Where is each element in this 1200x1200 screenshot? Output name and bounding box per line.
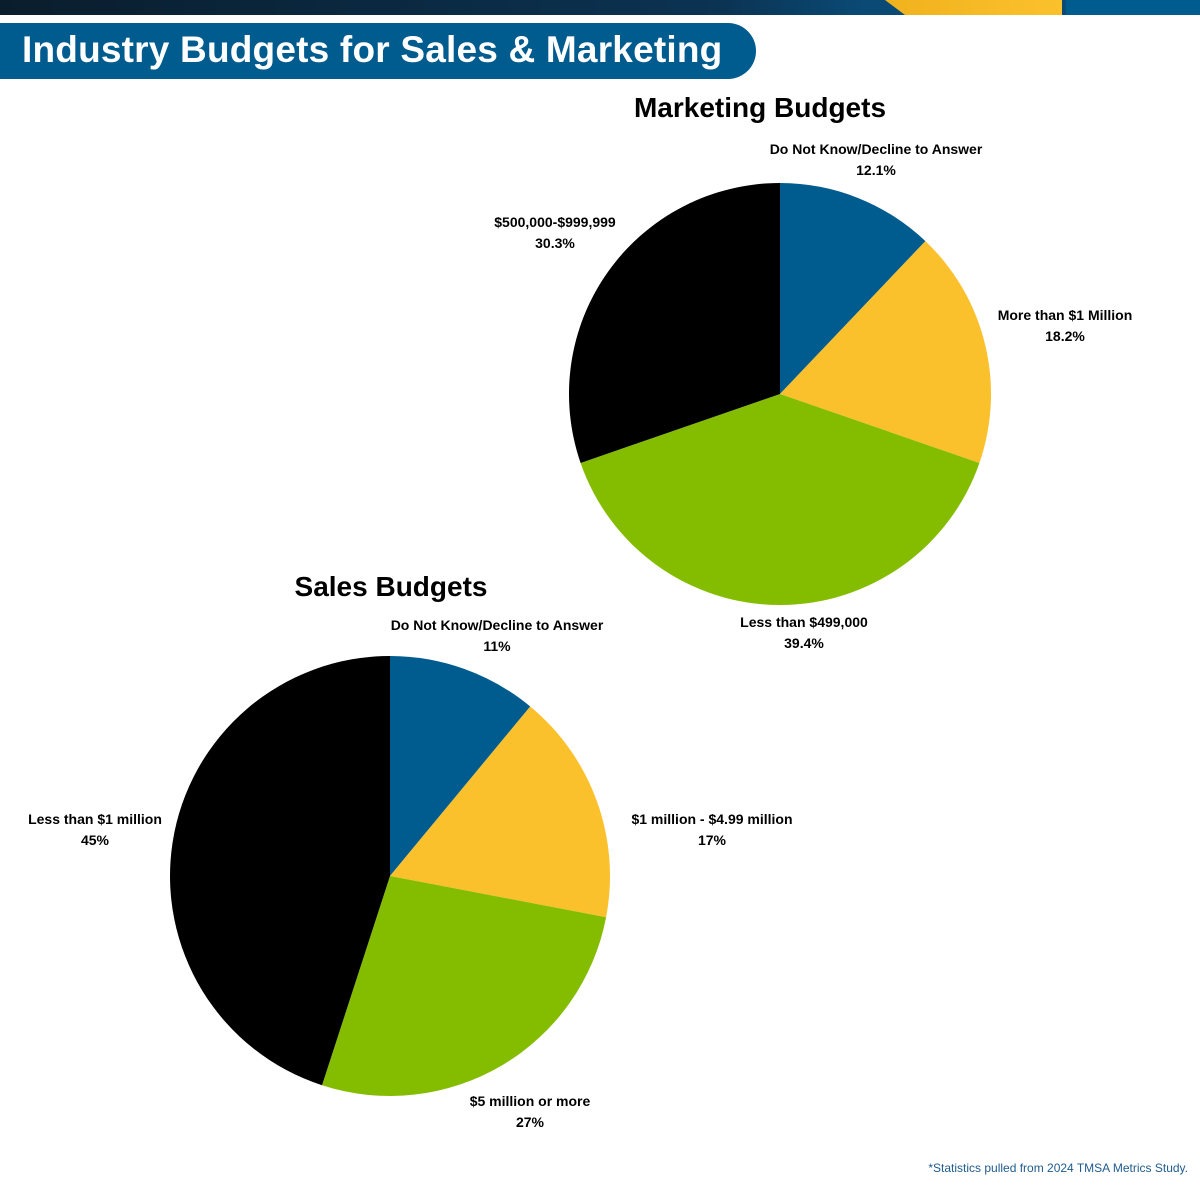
sales-label-value: 27% — [516, 1114, 545, 1130]
sales-slice-5-million-or-more — [322, 876, 607, 1096]
marketing-label-category: More than $1 Million — [998, 307, 1133, 323]
marketing-label-more-than-1-million: More than $1 Million 18.2% — [998, 307, 1133, 344]
marketing-label-less-than-499-000: Less than $499,000 39.4% — [740, 614, 868, 651]
sales-chart-title: Sales Budgets — [295, 571, 488, 602]
marketing-slice-500-000-999-999 — [568, 183, 780, 463]
marketing-slice-do-not-know-decline-to-answer — [780, 183, 926, 394]
sales-label-1-million-4-99-million: $1 million - $4.99 million 17% — [631, 811, 792, 848]
marketing-label-value: 39.4% — [784, 635, 824, 651]
title-banner: Industry Budgets for Sales & Marketing — [0, 23, 756, 79]
sales-label-value: 45% — [81, 832, 110, 848]
sales-label-do-not-know-decline-to-answer: Do Not Know/Decline to Answer 11% — [391, 617, 604, 654]
marketing-label-do-not-know-decline-to-answer: Do Not Know/Decline to Answer 12.1% — [770, 141, 983, 178]
sales-label-value: 11% — [483, 638, 511, 654]
marketing-label-value: 12.1% — [856, 162, 896, 178]
marketing-budgets-pie-chart: Marketing Budgets Do Not Know/Decline to … — [494, 92, 1132, 651]
marketing-label-value: 18.2% — [1045, 328, 1085, 344]
sales-label-less-than-1-million: Less than $1 million 45% — [28, 811, 162, 848]
source-footnote: *Statistics pulled from 2024 TMSA Metric… — [928, 1161, 1188, 1175]
marketing-label-category: Less than $499,000 — [740, 614, 868, 630]
top-bar-blue-accent — [1066, 0, 1200, 15]
marketing-label-category: $500,000-$999,999 — [494, 214, 616, 230]
sales-label-5-million-or-more: $5 million or more 27% — [470, 1093, 591, 1130]
marketing-label-category: Do Not Know/Decline to Answer — [770, 141, 983, 157]
page-title: Industry Budgets for Sales & Marketing — [22, 29, 723, 70]
marketing-chart-title: Marketing Budgets — [634, 92, 886, 123]
sales-slice-do-not-know-decline-to-answer — [390, 656, 531, 876]
marketing-slice-less-than-499-000 — [580, 394, 980, 606]
marketing-label-500-000-999-999: $500,000-$999,999 30.3% — [494, 214, 616, 251]
sales-label-category: Do Not Know/Decline to Answer — [391, 617, 604, 633]
sales-slice-1-million-4-99-million — [390, 706, 610, 918]
sales-label-value: 17% — [698, 832, 727, 848]
sales-label-category: Less than $1 million — [28, 811, 162, 827]
top-bar-gold-accent — [885, 0, 1062, 15]
sales-label-category: $1 million - $4.99 million — [631, 811, 792, 827]
sales-label-category: $5 million or more — [470, 1093, 591, 1109]
sales-slice-less-than-1-million — [170, 656, 390, 1086]
marketing-label-value: 30.3% — [535, 235, 575, 251]
marketing-slice-more-than-1-million — [780, 241, 991, 463]
sales-budgets-pie-chart: Sales Budgets Do Not Know/Decline to Answ… — [28, 571, 792, 1130]
top-accent-bar — [0, 0, 1200, 15]
